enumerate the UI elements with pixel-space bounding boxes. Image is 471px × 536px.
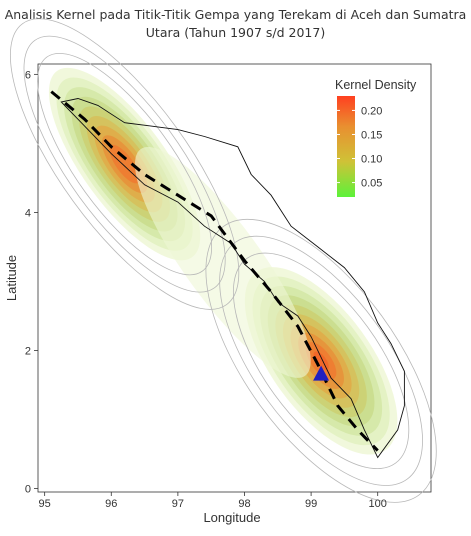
density-contour [232,252,410,470]
legend-tick-label: 0.05 [361,178,382,190]
legend-title: Kernel Density [335,78,417,92]
coastline-outline [60,98,405,459]
legend-colorbar [337,96,355,197]
x-tick-label: 99 [305,498,317,510]
x-tick-label: 96 [105,498,117,510]
triangle-marker-icon [313,365,330,381]
legend-tick-label: 0.10 [361,154,382,166]
y-axis-label: Latitude [4,255,19,301]
density-contour [23,35,226,293]
x-tick-label: 97 [172,498,184,510]
legend-tick-label: 0.20 [361,105,382,117]
x-tick-label: 95 [39,498,51,510]
legend-tick-label: 0.15 [361,129,382,141]
legend-ticks: 0.05 0.10 0.15 0.20 [337,105,382,190]
fault-line [50,90,379,452]
density-contour [9,18,240,310]
chart-title-line1: Analisis Kernel pada Titik-Titik Gempa y… [4,7,467,22]
x-tick-label: 98 [238,498,250,510]
x-tick-label: 100 [369,498,387,510]
y-tick-label: 0 [25,484,31,496]
y-tick-label: 4 [25,207,31,219]
density-bridge [134,147,311,378]
y-tick-label: 2 [25,345,31,357]
y-tick-label: 6 [25,69,31,81]
density-contour [37,52,213,276]
chart-title-line2: Utara (Tahun 1907 s/d 2017) [145,25,326,40]
density-contour [219,235,423,486]
x-axis: 95 96 97 98 99 100 [39,492,387,510]
legend: Kernel Density 0.05 0.10 0.15 0.20 [335,78,417,197]
y-axis: 0 2 4 6 [25,69,38,496]
chart-title: Analisis Kernel pada Titik-Titik Gempa y… [0,6,471,42]
plot-panel [37,63,432,493]
density-contour [205,218,437,503]
x-axis-label: Longitude [203,510,260,525]
